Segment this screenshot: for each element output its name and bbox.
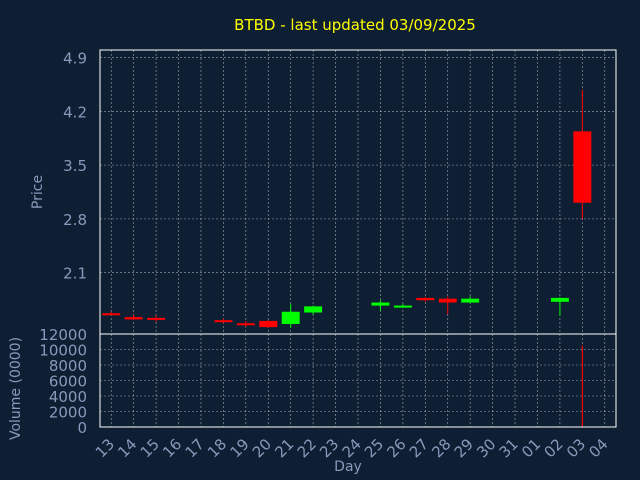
volume-axis-label: Volume (0000) [8,337,24,440]
candle-22 [304,305,323,315]
price-tick-label: 4.2 [63,103,87,121]
candle-body [147,317,166,320]
price-tick-label: 2.1 [63,265,87,283]
price-tick-label: 2.8 [63,211,87,229]
candle-19 [236,320,255,327]
volume-tick-label: 12000 [39,326,87,344]
candle-body [304,306,323,313]
candle-02 [550,297,569,316]
price-panel: 4.9 4.2 3.5 2.8 2.1 [63,49,617,335]
candle-body [416,297,435,301]
candle-body [573,131,592,203]
price-tick-label: 3.5 [63,157,87,175]
volume-tick-label: 8000 [49,357,87,375]
volume-tick-label: 0 [77,419,87,437]
volume-frame [99,333,617,428]
candle-15 [147,315,166,322]
candle-body [461,298,480,303]
candle-18 [214,318,233,324]
x-tick-labels: 1314151617181920212223242526272829303101… [92,435,612,461]
candle-body [214,320,233,323]
candle-03 [573,89,592,219]
volume-tick-label: 4000 [49,388,87,406]
candle-29 [461,296,480,304]
x-axis-label: Day [334,459,362,475]
candle-28 [438,296,457,315]
candle-13 [102,311,121,316]
x-tick-label-04: 04 [585,435,611,461]
candle-body [550,297,569,302]
candle-21 [281,304,300,328]
candle-body [259,320,278,328]
candle-14 [124,314,143,321]
candle-body [124,317,143,320]
candle-body [102,313,121,316]
candle-body [393,305,412,308]
chart-title: BTBD - last updated 03/09/2025 [234,16,476,34]
candle-body [371,302,390,306]
candle-body [236,323,255,326]
candle-20 [259,320,278,328]
candle-25 [371,300,390,311]
candle-27 [416,297,435,302]
price-tick-label: 4.9 [63,50,87,68]
price-axis-label: Price [30,175,46,209]
candle-26 [393,304,412,308]
volume-tick-label: 2000 [49,404,87,422]
volume-tick-label: 10000 [39,342,87,360]
candle-body [438,298,457,303]
candle-body [281,311,300,325]
volume-tick-label: 6000 [49,373,87,391]
